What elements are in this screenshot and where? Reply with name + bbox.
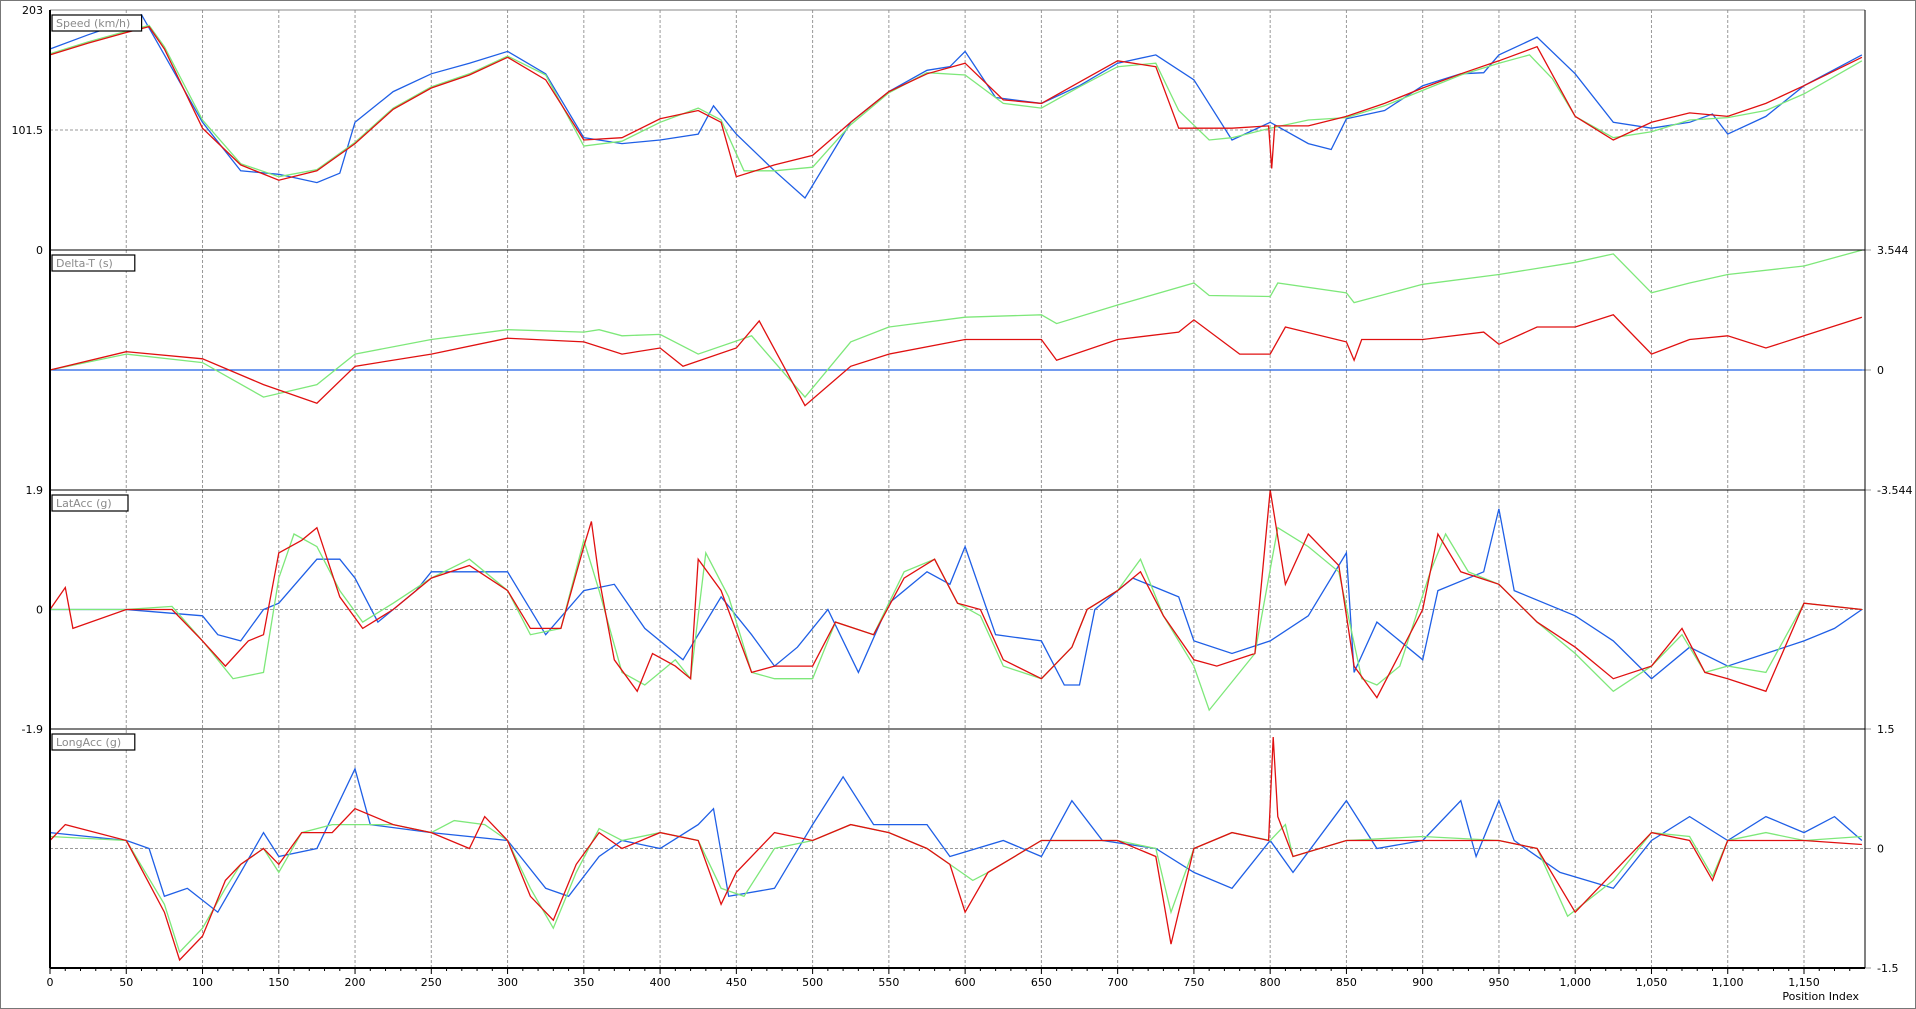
series-line-green xyxy=(49,819,1862,954)
panel-title-box xyxy=(51,494,129,512)
series-line-red xyxy=(49,736,1862,962)
labels: 0 50 100 150 200 250 300 350 400 450 500 550 600 650 7… xyxy=(12,4,1913,989)
y-tick-label: -1.9 xyxy=(22,723,43,736)
series-lines xyxy=(49,13,1863,962)
x-tick-label: 150 xyxy=(268,976,289,989)
x-tick-label: 1,000 xyxy=(1559,976,1591,989)
panel-title-box xyxy=(51,733,136,751)
x-tick-label: 200 xyxy=(345,976,366,989)
x-tick-label: 900 xyxy=(1412,976,1433,989)
panel-title-box xyxy=(51,254,136,272)
x-tick-label: 1,150 xyxy=(1788,976,1820,989)
x-tick-label: 450 xyxy=(726,976,747,989)
y-tick-label: 0 xyxy=(1877,843,1884,856)
x-axis-label: Position Index xyxy=(1782,990,1859,1003)
panel-title: LatAcc (g) xyxy=(56,497,112,510)
x-tick-label: 350 xyxy=(573,976,594,989)
x-tick-label: 600 xyxy=(955,976,976,989)
x-tick-label: 1,050 xyxy=(1636,976,1668,989)
x-tick-label: 500 xyxy=(802,976,823,989)
x-tick-label: 800 xyxy=(1260,976,1281,989)
x-tick-label: 650 xyxy=(1031,976,1052,989)
y-tick-label: -1.5 xyxy=(1877,962,1898,975)
x-tick-label: 550 xyxy=(878,976,899,989)
y-tick-label: 3.544 xyxy=(1877,244,1909,257)
y-tick-label: 0 xyxy=(36,244,43,257)
series-line-green xyxy=(49,24,1863,178)
series-line-green xyxy=(49,249,1863,399)
x-tick-label: 250 xyxy=(421,976,442,989)
x-tick-label: 700 xyxy=(1107,976,1128,989)
y-tick-label: 0 xyxy=(1877,364,1884,377)
x-tick-label: 300 xyxy=(497,976,518,989)
x-tick-label: 0 xyxy=(47,976,54,989)
y-tick-label: 1.9 xyxy=(26,484,44,497)
series-line-red xyxy=(49,314,1863,407)
series-line-blue xyxy=(49,13,1863,200)
series-line-blue xyxy=(50,508,1863,686)
grid xyxy=(50,10,1865,968)
panel-title: Speed (km/h) xyxy=(56,17,130,30)
y-tick-label: -3.544 xyxy=(1877,484,1912,497)
y-tick-label: 0 xyxy=(36,604,43,617)
series-line-red xyxy=(49,489,1862,699)
x-tick-label: 100 xyxy=(192,976,213,989)
x-tick-label: 50 xyxy=(119,976,133,989)
series-line-blue xyxy=(49,766,1863,914)
panel-title-box xyxy=(51,14,143,32)
y-tick-label: 1.5 xyxy=(1877,723,1895,736)
x-tick-label: 400 xyxy=(650,976,671,989)
series-line-red xyxy=(49,25,1863,181)
y-tick-label: 203 xyxy=(22,4,43,17)
x-tick-label: 950 xyxy=(1488,976,1509,989)
x-tick-label: 1,100 xyxy=(1712,976,1744,989)
axes xyxy=(49,9,1871,974)
panel-title: LongAcc (g) xyxy=(56,736,121,749)
x-tick-label: 750 xyxy=(1183,976,1204,989)
x-tick-label: 850 xyxy=(1336,976,1357,989)
series-line-green xyxy=(50,526,1862,712)
y-tick-label: 101.5 xyxy=(12,124,44,137)
panel-title: Delta-T (s) xyxy=(56,257,113,270)
